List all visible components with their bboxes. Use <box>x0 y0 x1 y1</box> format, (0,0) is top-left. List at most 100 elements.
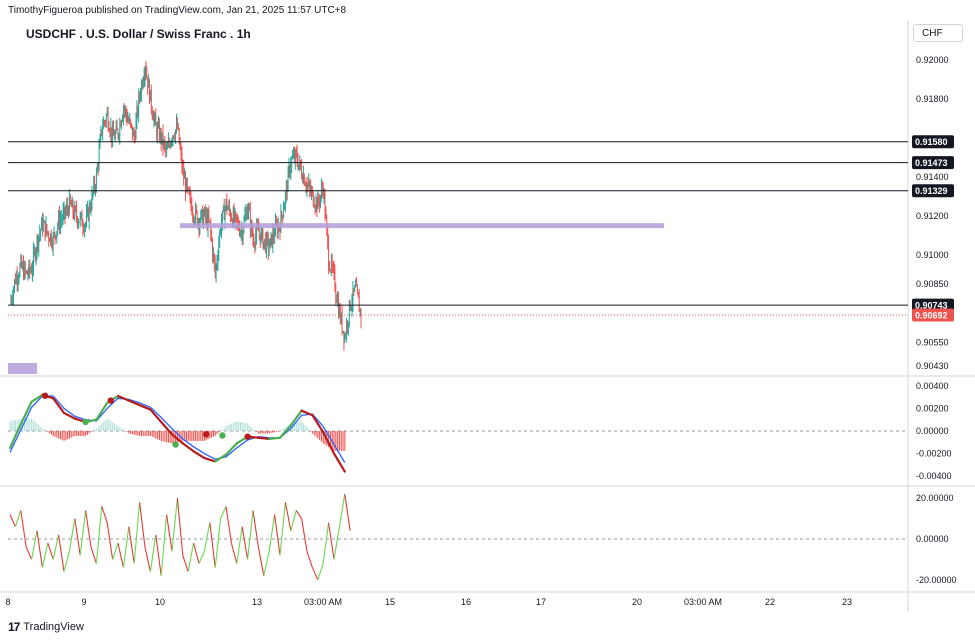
candle <box>19 265 21 276</box>
macd-histogram-bar <box>333 431 335 451</box>
osc-line-segment <box>63 551 70 572</box>
candle <box>16 275 18 283</box>
macd-histogram-bar <box>70 431 72 438</box>
macd-histogram-bar <box>306 427 308 431</box>
candle <box>290 165 292 174</box>
candle <box>249 210 251 230</box>
macd-histogram-bar <box>9 421 11 431</box>
macd-histogram-bar <box>50 431 52 435</box>
macd-histogram-bar <box>32 420 34 431</box>
current-price-label: 0.90692 <box>915 311 948 321</box>
candle <box>23 264 24 278</box>
candle <box>177 123 178 129</box>
macd-histogram-bar <box>56 431 58 438</box>
candle <box>12 298 14 300</box>
candle <box>356 285 357 287</box>
candle <box>141 82 142 96</box>
level-label: 0.90743 <box>915 301 948 311</box>
candle <box>231 220 233 226</box>
candle <box>96 166 98 173</box>
macd-histogram-bar <box>101 423 103 431</box>
macd-histogram-bar <box>187 431 189 441</box>
candle <box>339 308 340 316</box>
macd-histogram-bar <box>112 422 114 431</box>
candle <box>82 225 84 229</box>
candle <box>231 218 232 221</box>
macd-histogram-bar <box>220 431 222 432</box>
candle <box>332 267 334 269</box>
macd-tick-label: -0.00200 <box>916 449 952 459</box>
macd-histogram-bar <box>297 421 299 431</box>
candle <box>256 226 257 236</box>
macd-histogram-bar <box>315 431 317 437</box>
candle <box>244 216 246 221</box>
macd-histogram-bar <box>308 429 310 431</box>
candle <box>347 323 348 328</box>
macd-histogram-bar <box>230 423 232 431</box>
macd-histogram-bar <box>248 425 250 431</box>
candle <box>87 208 89 221</box>
macd-line-segment <box>289 409 303 427</box>
macd-histogram-bar <box>311 431 313 434</box>
osc-line-segment <box>328 522 335 560</box>
currency-button[interactable]: CHF <box>913 24 963 42</box>
macd-line-segment <box>300 409 314 417</box>
osc-line-segment <box>322 522 330 564</box>
candle <box>28 263 30 275</box>
candle <box>335 289 337 297</box>
macd-histogram-bar <box>227 425 229 431</box>
osc-line-segment <box>306 551 313 568</box>
candle <box>227 208 229 210</box>
macd-line-segment <box>95 401 109 421</box>
macd-histogram-bar <box>310 431 312 432</box>
candle <box>46 224 48 232</box>
macd-histogram-bar <box>47 431 49 433</box>
candle <box>237 220 239 222</box>
macd-histogram-bar <box>256 431 258 432</box>
macd-histogram-bar <box>299 421 301 431</box>
candle <box>169 144 171 147</box>
candle <box>95 187 96 189</box>
osc-line-segment <box>58 534 65 572</box>
time-tick-label: 13 <box>252 597 262 607</box>
macd-histogram-bar <box>76 431 78 436</box>
macd-histogram-bar <box>344 431 346 451</box>
osc-line-segment <box>301 518 308 552</box>
osc-line-segment <box>230 542 238 564</box>
macd-line-segment <box>62 411 76 420</box>
candle <box>187 187 189 190</box>
candle <box>91 192 93 209</box>
tradingview-logo[interactable]: 17 TradingView <box>8 620 84 634</box>
candle <box>289 166 291 174</box>
macd-histogram-bar <box>257 431 259 434</box>
candle <box>209 220 211 222</box>
macd-line-segment <box>311 414 325 434</box>
candle <box>350 307 352 310</box>
candle <box>45 224 47 236</box>
time-tick-label: 9 <box>81 597 86 607</box>
macd-histogram-bar <box>162 431 164 442</box>
osc-line-segment <box>117 542 124 568</box>
candle <box>296 152 298 162</box>
candle <box>21 258 23 268</box>
candle <box>185 177 186 192</box>
candle <box>301 167 302 177</box>
candle <box>40 230 41 234</box>
osc-line-segment <box>311 567 319 581</box>
macd-line-segment <box>160 420 174 436</box>
candle <box>70 202 72 207</box>
macd-histogram-bar <box>191 431 193 441</box>
level-label-bg <box>912 298 954 312</box>
candle <box>26 271 28 275</box>
macd-histogram-bar <box>38 425 40 431</box>
macd-histogram-bar <box>328 431 330 448</box>
candle <box>34 250 36 259</box>
price-tick-label: 0.91400 <box>916 172 949 182</box>
macd-histogram-bar <box>320 431 322 442</box>
candle <box>116 126 118 130</box>
osc-line-segment <box>176 498 184 556</box>
candle <box>167 146 168 150</box>
candle <box>73 212 75 217</box>
macd-histogram-bar <box>194 431 196 441</box>
